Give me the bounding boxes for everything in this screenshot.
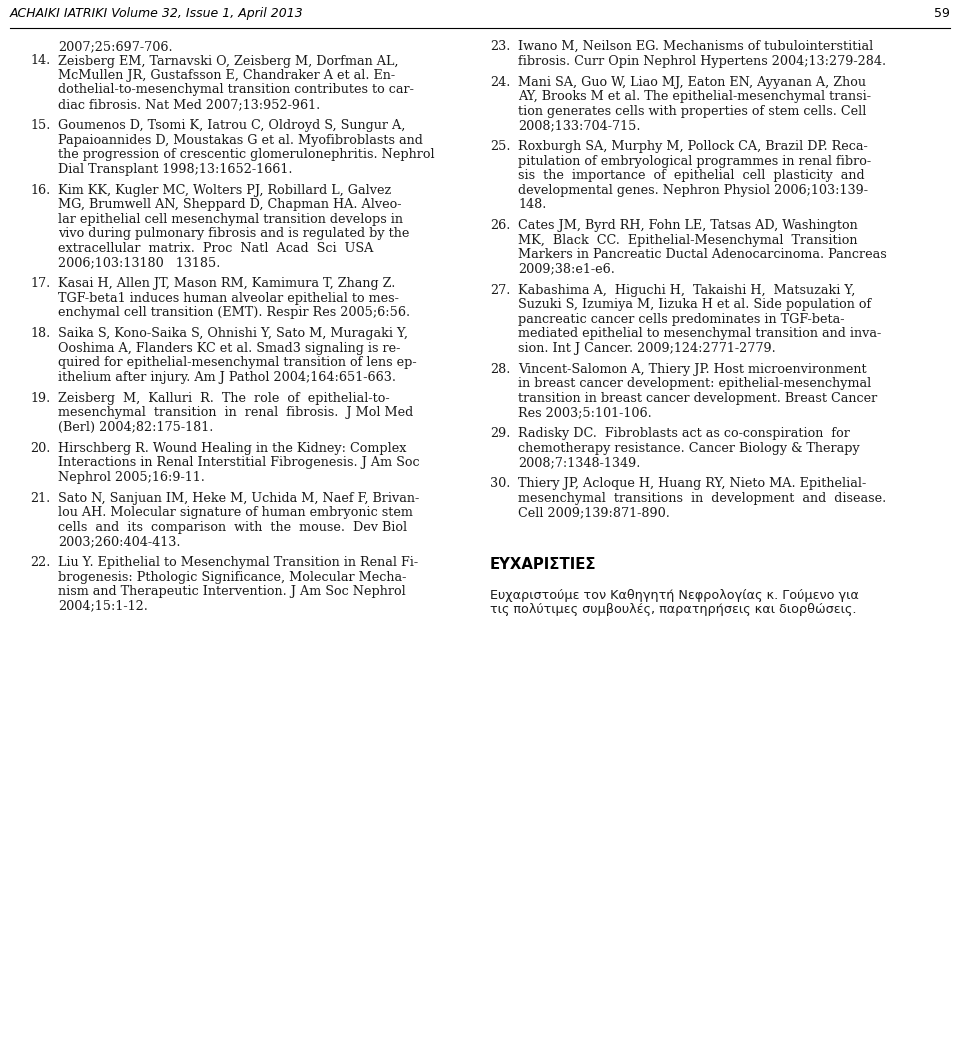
- Text: in breast cancer development: epithelial-mesenchymal: in breast cancer development: epithelial…: [518, 377, 872, 390]
- Text: TGF-beta1 induces human alveolar epithelial to mes-: TGF-beta1 induces human alveolar epithel…: [58, 291, 398, 305]
- Text: Papaioannides D, Moustakas G et al. Myofibroblasts and: Papaioannides D, Moustakas G et al. Myof…: [58, 134, 422, 146]
- Text: 24.: 24.: [490, 76, 511, 88]
- Text: dothelial-to-mesenchymal transition contributes to car-: dothelial-to-mesenchymal transition cont…: [58, 84, 414, 96]
- Text: Cates JM, Byrd RH, Fohn LE, Tatsas AD, Washington: Cates JM, Byrd RH, Fohn LE, Tatsas AD, W…: [518, 219, 857, 232]
- Text: Roxburgh SA, Murphy M, Pollock CA, Brazil DP. Reca-: Roxburgh SA, Murphy M, Pollock CA, Brazi…: [518, 140, 868, 153]
- Text: Goumenos D, Tsomi K, Iatrou C, Oldroyd S, Sungur A,: Goumenos D, Tsomi K, Iatrou C, Oldroyd S…: [58, 119, 405, 132]
- Text: 2008;7:1348-1349.: 2008;7:1348-1349.: [518, 456, 640, 469]
- Text: 2006;103:13180   13185.: 2006;103:13180 13185.: [58, 256, 221, 269]
- Text: 28.: 28.: [490, 363, 511, 375]
- Text: Ευχαριστούμε τον Καθηγητή Νεφρολογίας κ. Γούμενο για: Ευχαριστούμε τον Καθηγητή Νεφρολογίας κ.…: [490, 589, 859, 601]
- Text: pitulation of embryological programmes in renal fibro-: pitulation of embryological programmes i…: [518, 155, 871, 168]
- Text: extracellular  matrix.  Proc  Natl  Acad  Sci  USA: extracellular matrix. Proc Natl Acad Sci…: [58, 242, 373, 254]
- Text: McMullen JR, Gustafsson E, Chandraker A et al. En-: McMullen JR, Gustafsson E, Chandraker A …: [58, 69, 396, 82]
- Text: 17.: 17.: [30, 277, 50, 290]
- Text: 20.: 20.: [30, 442, 50, 454]
- Text: cells  and  its  comparison  with  the  mouse.  Dev Biol: cells and its comparison with the mouse.…: [58, 521, 407, 534]
- Text: Markers in Pancreatic Ductal Adenocarcinoma. Pancreas: Markers in Pancreatic Ductal Adenocarcin…: [518, 248, 887, 261]
- Text: 59: 59: [934, 7, 950, 20]
- Text: Iwano M, Neilson EG. Mechanisms of tubulointerstitial: Iwano M, Neilson EG. Mechanisms of tubul…: [518, 40, 874, 53]
- Text: Nephrol 2005;16:9-11.: Nephrol 2005;16:9-11.: [58, 471, 204, 483]
- Text: Sato N, Sanjuan IM, Heke M, Uchida M, Naef F, Brivan-: Sato N, Sanjuan IM, Heke M, Uchida M, Na…: [58, 492, 420, 505]
- Text: 30.: 30.: [490, 477, 511, 491]
- Text: Zeisberg EM, Tarnavski O, Zeisberg M, Dorfman AL,: Zeisberg EM, Tarnavski O, Zeisberg M, Do…: [58, 55, 398, 67]
- Text: Res 2003;5:101-106.: Res 2003;5:101-106.: [518, 407, 652, 419]
- Text: sion. Int J Cancer. 2009;124:2771-2779.: sion. Int J Cancer. 2009;124:2771-2779.: [518, 341, 776, 355]
- Text: 27.: 27.: [490, 283, 511, 297]
- Text: Thiery JP, Acloque H, Huang RY, Nieto MA. Epithelial-: Thiery JP, Acloque H, Huang RY, Nieto MA…: [518, 477, 866, 491]
- Text: 15.: 15.: [30, 119, 50, 132]
- Text: 2009;38:e1-e6.: 2009;38:e1-e6.: [518, 262, 614, 276]
- Text: sis  the  importance  of  epithelial  cell  plasticity  and: sis the importance of epithelial cell pl…: [518, 169, 865, 183]
- Text: pancreatic cancer cells predominates in TGF-beta-: pancreatic cancer cells predominates in …: [518, 312, 845, 326]
- Text: 22.: 22.: [30, 556, 50, 569]
- Text: (Berl) 2004;82:175-181.: (Berl) 2004;82:175-181.: [58, 421, 213, 433]
- Text: 29.: 29.: [490, 427, 511, 440]
- Text: nism and Therapeutic Intervention. J Am Soc Nephrol: nism and Therapeutic Intervention. J Am …: [58, 585, 406, 598]
- Text: Kasai H, Allen JT, Mason RM, Kamimura T, Zhang Z.: Kasai H, Allen JT, Mason RM, Kamimura T,…: [58, 277, 396, 290]
- Text: Dial Transplant 1998;13:1652-1661.: Dial Transplant 1998;13:1652-1661.: [58, 163, 293, 175]
- Text: 148.: 148.: [518, 198, 546, 212]
- Text: 2003;260:404-413.: 2003;260:404-413.: [58, 535, 180, 549]
- Text: Saika S, Kono-Saika S, Ohnishi Y, Sato M, Muragaki Y,: Saika S, Kono-Saika S, Ohnishi Y, Sato M…: [58, 327, 408, 340]
- Text: 18.: 18.: [30, 327, 50, 340]
- Text: fibrosis. Curr Opin Nephrol Hypertens 2004;13:279-284.: fibrosis. Curr Opin Nephrol Hypertens 20…: [518, 55, 886, 67]
- Text: mesenchymal  transition  in  renal  fibrosis.  J Mol Med: mesenchymal transition in renal fibrosis…: [58, 407, 413, 419]
- Text: Hirschberg R. Wound Healing in the Kidney: Complex: Hirschberg R. Wound Healing in the Kidne…: [58, 442, 406, 454]
- Text: Radisky DC.  Fibroblasts act as co-conspiration  for: Radisky DC. Fibroblasts act as co-conspi…: [518, 427, 850, 440]
- Text: lou AH. Molecular signature of human embryonic stem: lou AH. Molecular signature of human emb…: [58, 506, 413, 520]
- Text: 2008;133:704-715.: 2008;133:704-715.: [518, 119, 640, 132]
- Text: chemotherapy resistance. Cancer Biology & Therapy: chemotherapy resistance. Cancer Biology …: [518, 442, 860, 454]
- Text: enchymal cell transition (EMT). Respir Res 2005;6:56.: enchymal cell transition (EMT). Respir R…: [58, 306, 410, 319]
- Text: Cell 2009;139:871-890.: Cell 2009;139:871-890.: [518, 506, 670, 520]
- Text: ΕΥΧΑΡΙΣΤΙΕΣ: ΕΥΧΑΡΙΣΤΙΕΣ: [490, 557, 596, 572]
- Text: MG, Brumwell AN, Sheppard D, Chapman HA. Alveo-: MG, Brumwell AN, Sheppard D, Chapman HA.…: [58, 198, 401, 212]
- Text: Zeisberg  M,  Kalluri  R.  The  role  of  epithelial-to-: Zeisberg M, Kalluri R. The role of epith…: [58, 392, 390, 404]
- Text: ithelium after injury. Am J Pathol 2004;164:651-663.: ithelium after injury. Am J Pathol 2004;…: [58, 370, 396, 384]
- Text: τις πολύτιμες συμβουλές, παρατηρήσεις και διορθώσεις.: τις πολύτιμες συμβουλές, παρατηρήσεις κα…: [490, 604, 856, 616]
- Text: lar epithelial cell mesenchymal transition develops in: lar epithelial cell mesenchymal transiti…: [58, 213, 403, 226]
- Text: AY, Brooks M et al. The epithelial-mesenchymal transi-: AY, Brooks M et al. The epithelial-mesen…: [518, 90, 871, 103]
- Text: quired for epithelial-mesenchymal transition of lens ep-: quired for epithelial-mesenchymal transi…: [58, 356, 417, 369]
- Text: brogenesis: Pthologic Significance, Molecular Mecha-: brogenesis: Pthologic Significance, Mole…: [58, 570, 406, 584]
- Text: 23.: 23.: [490, 40, 511, 53]
- Text: Mani SA, Guo W, Liao MJ, Eaton EN, Ayyanan A, Zhou: Mani SA, Guo W, Liao MJ, Eaton EN, Ayyan…: [518, 76, 866, 88]
- Text: 2007;25:697-706.: 2007;25:697-706.: [58, 40, 173, 53]
- Text: tion generates cells with properties of stem cells. Cell: tion generates cells with properties of …: [518, 105, 866, 117]
- Text: Vincent-Salomon A, Thiery JP. Host microenvironment: Vincent-Salomon A, Thiery JP. Host micro…: [518, 363, 867, 375]
- Text: diac fibrosis. Nat Med 2007;13:952-961.: diac fibrosis. Nat Med 2007;13:952-961.: [58, 99, 321, 111]
- Text: 19.: 19.: [30, 392, 50, 404]
- Text: 14.: 14.: [30, 55, 50, 67]
- Text: Ooshima A, Flanders KC et al. Smad3 signaling is re-: Ooshima A, Flanders KC et al. Smad3 sign…: [58, 341, 400, 355]
- Text: MK,  Black  CC.  Epithelial-Mesenchymal  Transition: MK, Black CC. Epithelial-Mesenchymal Tra…: [518, 233, 857, 247]
- Text: 26.: 26.: [490, 219, 511, 232]
- Text: 21.: 21.: [30, 492, 50, 505]
- Text: Liu Y. Epithelial to Mesenchymal Transition in Renal Fi-: Liu Y. Epithelial to Mesenchymal Transit…: [58, 556, 419, 569]
- Text: ACHAIKI IATRIKI Volume 32, Issue 1, April 2013: ACHAIKI IATRIKI Volume 32, Issue 1, Apri…: [10, 7, 303, 20]
- Text: transition in breast cancer development. Breast Cancer: transition in breast cancer development.…: [518, 392, 877, 404]
- Text: Suzuki S, Izumiya M, Iizuka H et al. Side population of: Suzuki S, Izumiya M, Iizuka H et al. Sid…: [518, 298, 872, 311]
- Text: vivo during pulmonary fibrosis and is regulated by the: vivo during pulmonary fibrosis and is re…: [58, 227, 409, 240]
- Text: Kabashima A,  Higuchi H,  Takaishi H,  Matsuzaki Y,: Kabashima A, Higuchi H, Takaishi H, Mats…: [518, 283, 855, 297]
- Text: Kim KK, Kugler MC, Wolters PJ, Robillard L, Galvez: Kim KK, Kugler MC, Wolters PJ, Robillard…: [58, 184, 392, 197]
- Text: the progression of crescentic glomerulonephritis. Nephrol: the progression of crescentic glomerulon…: [58, 148, 435, 161]
- Text: Interactions in Renal Interstitial Fibrogenesis. J Am Soc: Interactions in Renal Interstitial Fibro…: [58, 456, 420, 469]
- Text: mesenchymal  transitions  in  development  and  disease.: mesenchymal transitions in development a…: [518, 492, 886, 505]
- Text: 16.: 16.: [30, 184, 50, 197]
- Text: 25.: 25.: [490, 140, 511, 153]
- Text: mediated epithelial to mesenchymal transition and inva-: mediated epithelial to mesenchymal trans…: [518, 327, 881, 340]
- Text: 2004;15:1-12.: 2004;15:1-12.: [58, 599, 148, 613]
- Text: developmental genes. Nephron Physiol 2006;103:139-: developmental genes. Nephron Physiol 200…: [518, 184, 868, 197]
